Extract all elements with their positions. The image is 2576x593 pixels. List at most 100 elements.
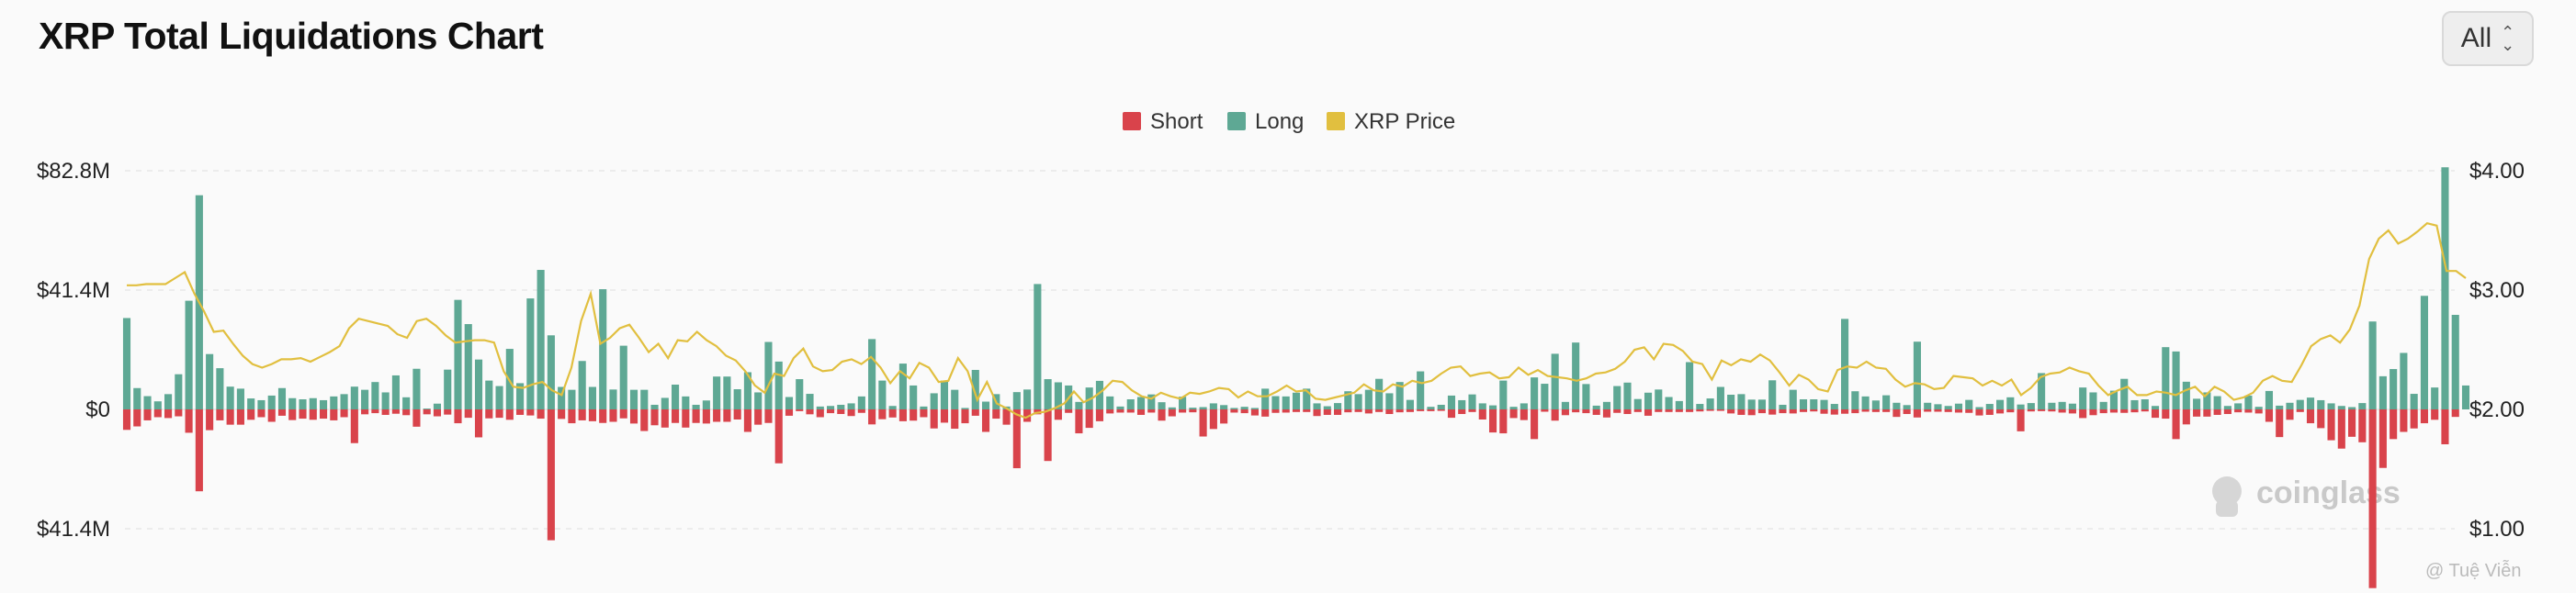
long-bar — [619, 345, 627, 409]
long-bar — [796, 379, 804, 409]
short-bar — [2451, 409, 2459, 418]
short-bar — [1085, 409, 1093, 429]
short-bar — [133, 409, 141, 427]
short-bar — [2244, 409, 2253, 413]
short-bar — [1054, 409, 1062, 420]
long-bar — [702, 400, 710, 409]
long-bar — [485, 380, 493, 409]
long-bar — [319, 399, 328, 409]
short-bar — [629, 409, 638, 424]
short-bar — [1282, 409, 1290, 413]
short-bar — [837, 409, 845, 415]
long-bar — [1768, 380, 1777, 409]
long-bar — [1913, 341, 1921, 409]
long-bar — [806, 394, 814, 409]
short-bar — [2441, 409, 2449, 444]
long-bar — [940, 380, 949, 409]
long-bar — [2130, 399, 2139, 409]
short-bar — [1561, 409, 1569, 416]
long-bar — [1716, 386, 1724, 409]
long-bar — [537, 270, 545, 409]
long-bar — [961, 408, 969, 409]
long-bar — [1313, 403, 1321, 409]
long-bar — [898, 364, 907, 409]
long-bar — [1189, 408, 1197, 409]
short-bar — [1696, 409, 1704, 412]
short-bar — [1468, 409, 1476, 412]
time-range-select[interactable]: All ⌃ ⌄ — [2442, 11, 2534, 66]
long-bar — [588, 386, 597, 409]
short-bar — [910, 409, 918, 421]
legend-label: Long — [1255, 109, 1304, 134]
short-bar — [2141, 409, 2149, 412]
short-bar — [796, 409, 804, 411]
short-bar — [1395, 409, 1404, 413]
short-bar — [806, 409, 814, 415]
short-bar — [888, 409, 897, 418]
long-bar — [133, 387, 141, 409]
long-bar — [1136, 397, 1146, 409]
left-axis-tick: $41.4M — [37, 517, 110, 542]
long-bar — [2027, 403, 2035, 409]
long-bar — [1644, 392, 1653, 409]
long-bar — [2223, 406, 2231, 409]
short-bar — [650, 409, 659, 426]
long-bar — [1012, 392, 1021, 409]
long-bar — [1665, 397, 1673, 409]
short-bar — [1209, 409, 1217, 430]
short-bar — [1882, 409, 1891, 412]
long-bar — [1209, 403, 1217, 409]
long-bar — [2348, 407, 2356, 409]
long-bar — [1830, 404, 1838, 409]
short-bar — [1592, 409, 1600, 415]
short-bar — [1944, 409, 1952, 412]
short-bar — [1065, 409, 1073, 413]
long-bar — [143, 396, 152, 409]
long-bar — [2048, 402, 2056, 409]
short-bar — [1406, 409, 1414, 412]
short-bar — [764, 409, 773, 423]
long-bar — [2038, 373, 2046, 409]
short-bar — [961, 409, 969, 424]
long-bar — [175, 374, 183, 409]
right-axis-tick: $4.00 — [2469, 159, 2525, 184]
short-bar — [2151, 409, 2160, 419]
long-bar — [236, 388, 244, 409]
short-bar — [743, 409, 751, 432]
long-bar — [2203, 392, 2211, 409]
short-bar — [1261, 409, 1270, 417]
short-bar — [153, 409, 162, 418]
long-bar — [981, 401, 990, 409]
long-bar — [2099, 401, 2107, 409]
short-bar — [454, 409, 462, 424]
long-bar — [1106, 396, 1114, 409]
long-bar — [1054, 382, 1062, 409]
short-bar — [898, 409, 907, 421]
short-bar — [1903, 409, 1911, 415]
right-axis-tick: $1.00 — [2469, 517, 2525, 542]
long-bar — [1985, 404, 1994, 409]
short-bar — [1716, 409, 1724, 411]
legend-swatch — [1327, 112, 1345, 130]
long-bar — [2306, 397, 2315, 409]
long-bar — [1334, 403, 1342, 409]
long-bar — [578, 361, 586, 409]
long-bar — [868, 339, 876, 409]
short-bar — [1757, 409, 1767, 414]
short-bar — [1189, 409, 1197, 413]
long-bar — [1686, 362, 1694, 409]
short-bar — [277, 409, 287, 416]
long-bar — [640, 389, 649, 409]
up-down-chevron-icon: ⌃ ⌄ — [2501, 23, 2515, 54]
short-bar — [816, 409, 824, 418]
long-bar — [2378, 375, 2387, 409]
long-bar — [910, 385, 918, 409]
long-bar — [2172, 351, 2180, 409]
short-bar — [537, 409, 545, 420]
watermark-brand: coinglass — [2256, 476, 2401, 510]
left-axis-tick: $0 — [85, 397, 110, 422]
long-bar — [474, 359, 483, 409]
short-bar — [1075, 409, 1083, 434]
short-bar — [1841, 409, 1849, 414]
right-axis-tick: $2.00 — [2469, 397, 2525, 422]
